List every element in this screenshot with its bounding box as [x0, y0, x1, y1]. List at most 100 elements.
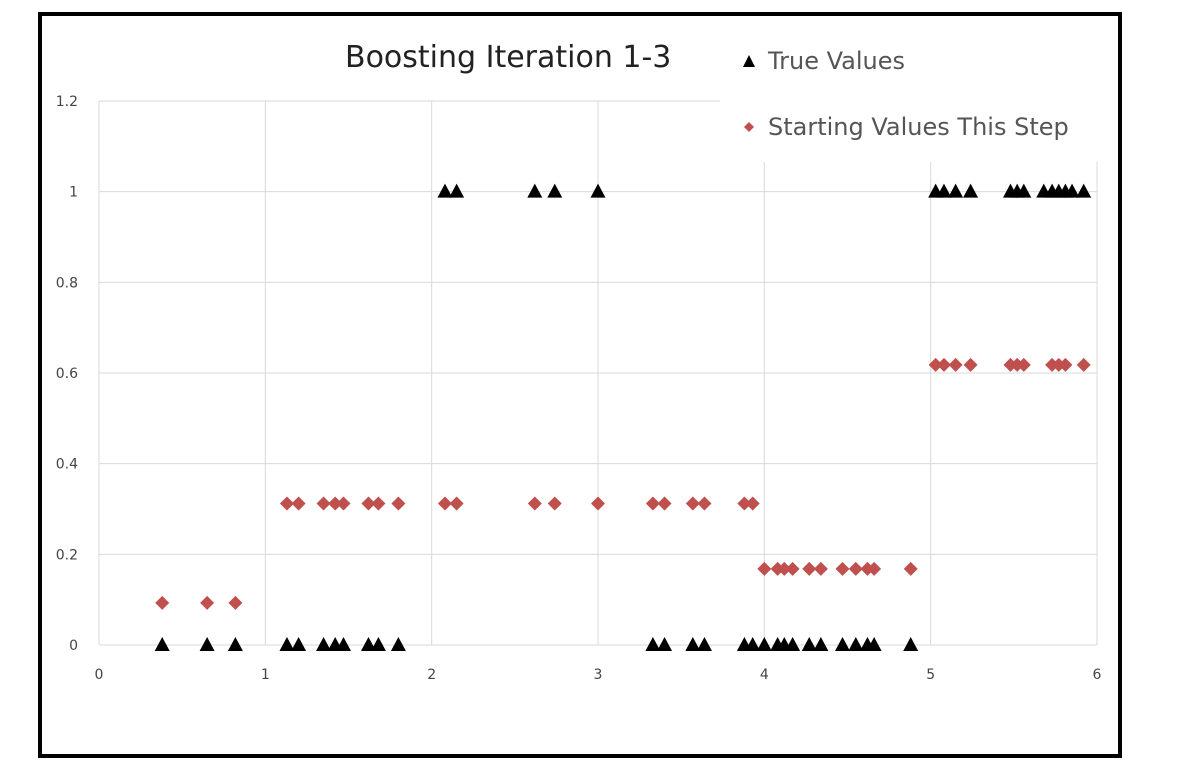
true-value-point — [866, 637, 882, 651]
triangle-marker-icon — [742, 54, 768, 68]
starting-value-point — [903, 561, 918, 576]
true-value-point — [154, 637, 170, 651]
starting-value-point — [936, 357, 951, 372]
legend-label-true-values: True Values — [768, 47, 906, 75]
true-value-point — [227, 637, 243, 651]
true-value-point — [785, 637, 801, 651]
starting-value-point — [963, 357, 978, 372]
legend-mask — [720, 40, 1110, 162]
starting-value-point — [785, 561, 800, 576]
starting-value-point — [527, 496, 542, 511]
axis-ticks: 0 0.2 0.4 0.6 0.8 1 1.2 0 1 2 3 4 5 6 — [56, 94, 1102, 683]
starting-value-point — [291, 496, 306, 511]
x-tick-label: 4 — [760, 667, 769, 683]
y-tick-label: 0.2 — [56, 547, 78, 563]
data-points — [154, 183, 1092, 651]
true-value-point — [336, 637, 352, 651]
starting-value-point — [645, 496, 660, 511]
true-value-point — [948, 183, 964, 198]
starting-value-point — [200, 595, 215, 610]
starting-value-point — [1016, 357, 1031, 372]
starting-value-point — [657, 496, 672, 511]
x-tick-label: 2 — [427, 667, 436, 683]
true-value-point — [547, 183, 563, 198]
true-value-point — [657, 637, 673, 651]
starting-value-point — [777, 561, 792, 576]
starting-value-point — [1058, 357, 1073, 372]
x-tick-label: 5 — [926, 667, 935, 683]
starting-value-point — [813, 561, 828, 576]
legend-label-starting-values: Starting Values This Step — [768, 113, 1069, 141]
starting-value-point — [437, 496, 452, 511]
y-tick-label: 0.4 — [56, 457, 78, 473]
true-value-point — [1076, 183, 1092, 198]
true-value-point — [199, 637, 215, 651]
diamond-marker-icon — [742, 120, 768, 134]
starting-value-point — [1076, 357, 1091, 372]
starting-value-point — [449, 496, 464, 511]
x-tick-label: 3 — [594, 667, 603, 683]
true-value-point — [279, 637, 295, 651]
true-value-point — [1016, 183, 1032, 198]
starting-value-point — [802, 561, 817, 576]
true-value-point — [685, 637, 701, 651]
y-tick-label: 0.8 — [56, 275, 78, 291]
starting-value-point — [391, 496, 406, 511]
y-tick-label: 1 — [69, 185, 78, 201]
starting-value-point — [757, 561, 772, 576]
true-value-point — [801, 637, 817, 651]
starting-value-point — [228, 595, 243, 610]
title-mask — [300, 70, 720, 100]
true-value-point — [370, 637, 386, 651]
starting-value-point — [336, 496, 351, 511]
chart-title: Boosting Iteration 1-3 — [345, 40, 672, 75]
starting-value-point — [279, 496, 294, 511]
true-value-point — [590, 183, 606, 198]
starting-value-point — [835, 561, 850, 576]
true-value-point — [813, 637, 829, 651]
true-value-point — [291, 637, 307, 651]
gridlines — [98, 40, 1110, 646]
true-value-point — [527, 183, 543, 198]
true-value-point — [745, 637, 761, 651]
y-tick-label: 1.2 — [56, 94, 78, 110]
starting-value-point — [745, 496, 760, 511]
true-value-point — [449, 183, 465, 198]
legend: True Values Starting Values This Step — [742, 44, 1069, 176]
true-value-point — [835, 637, 851, 651]
starting-value-point — [155, 595, 170, 610]
x-tick-label: 6 — [1093, 667, 1102, 683]
true-value-point — [756, 637, 772, 651]
starting-value-point — [371, 496, 386, 511]
true-value-point — [903, 637, 919, 651]
starting-value-point — [685, 496, 700, 511]
true-value-point — [316, 637, 332, 651]
x-tick-label: 1 — [261, 667, 270, 683]
true-value-point — [645, 637, 661, 651]
true-value-point — [848, 637, 864, 651]
true-value-point — [390, 637, 406, 651]
starting-value-point — [361, 496, 376, 511]
y-tick-label: 0 — [69, 638, 78, 654]
true-value-point — [1064, 183, 1080, 198]
true-value-point — [936, 183, 952, 198]
true-value-point — [963, 183, 979, 198]
starting-value-point — [737, 496, 752, 511]
legend-item-starting-values: Starting Values This Step — [742, 110, 1069, 144]
starting-value-point — [591, 496, 605, 511]
y-tick-label: 0.6 — [56, 366, 78, 382]
legend-item-true-values: True Values — [742, 44, 1069, 78]
x-tick-label: 0 — [95, 667, 104, 683]
true-value-point — [437, 183, 453, 198]
starting-value-point — [928, 357, 943, 372]
starting-value-point — [547, 496, 562, 511]
starting-value-point — [328, 496, 343, 511]
true-value-point — [360, 637, 376, 651]
starting-value-point — [948, 357, 963, 372]
true-value-point — [696, 637, 712, 651]
starting-value-point — [848, 561, 863, 576]
starting-value-point — [697, 496, 712, 511]
starting-value-point — [316, 496, 331, 511]
starting-value-point — [867, 561, 882, 576]
